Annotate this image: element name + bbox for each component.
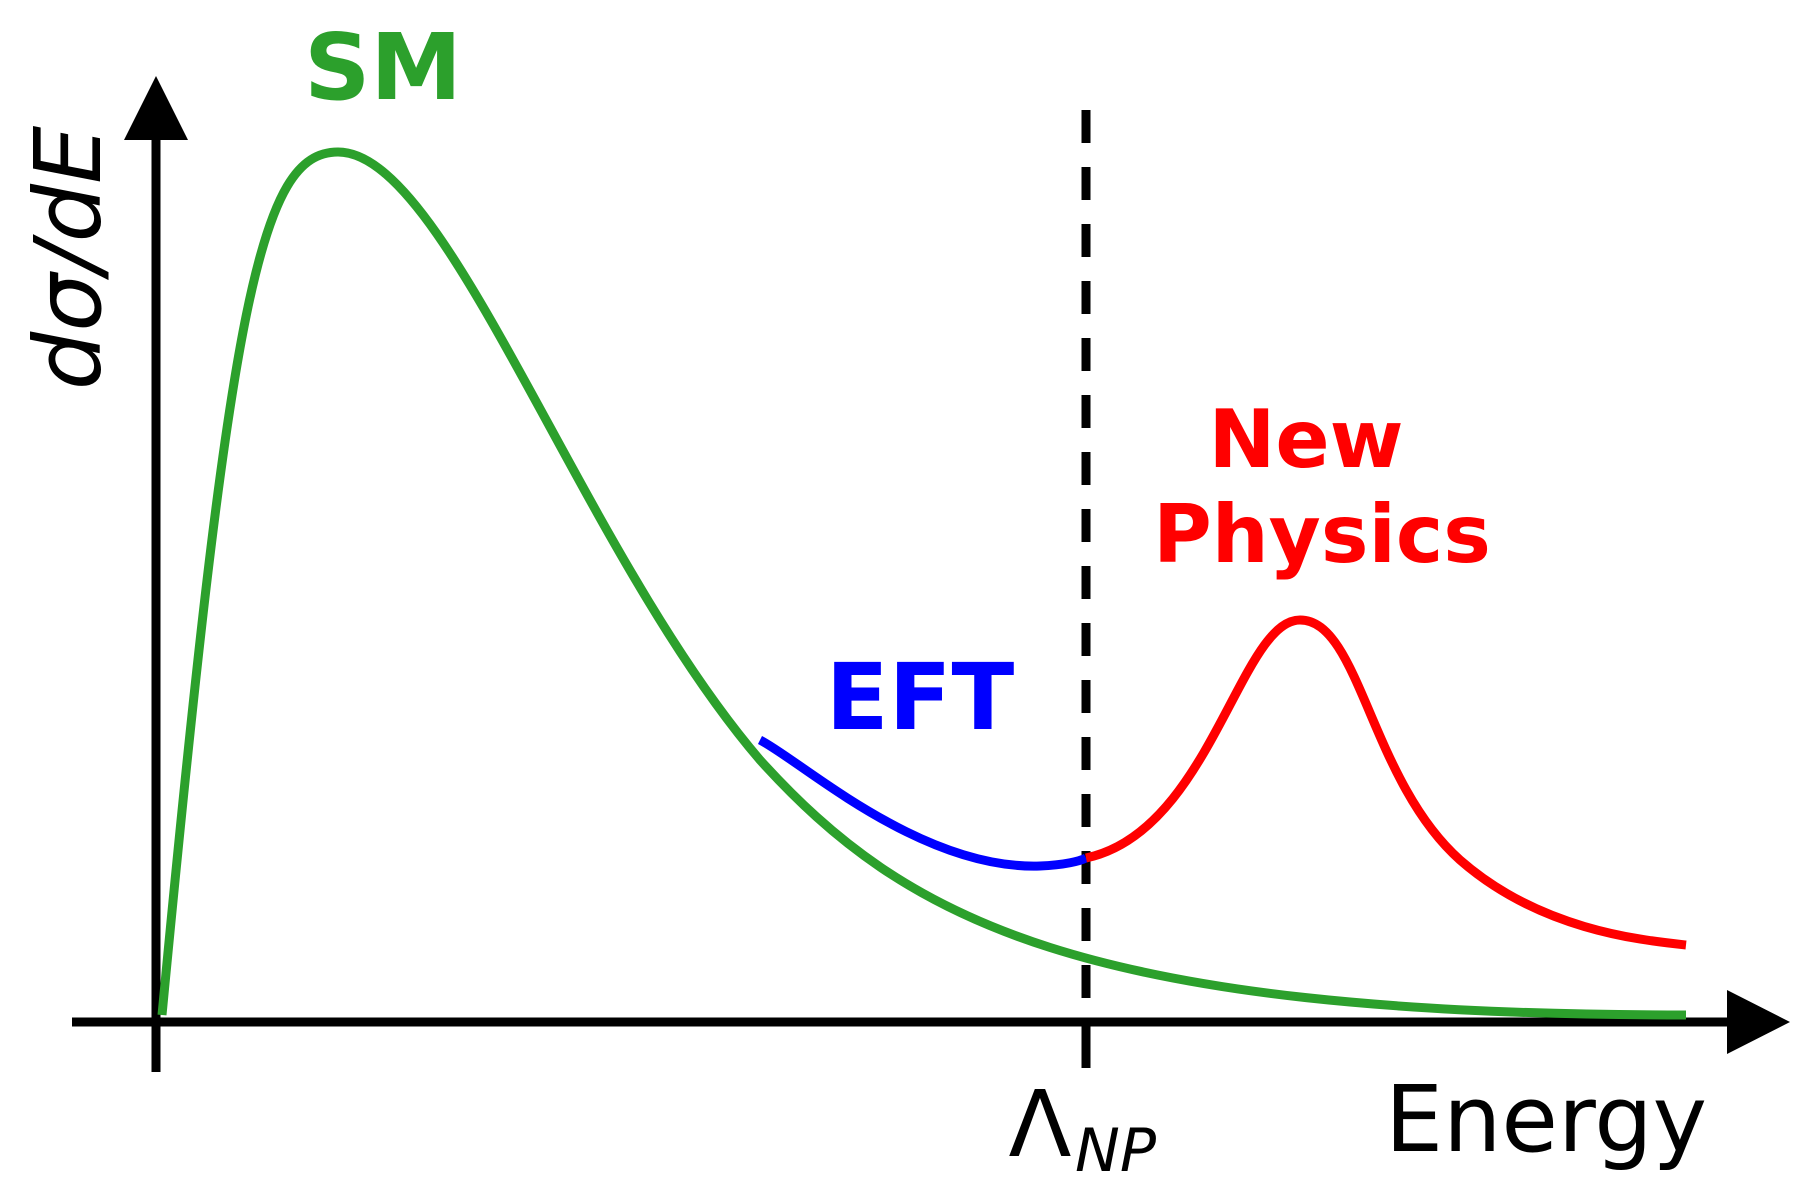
y-axis-arrowhead [124,76,188,140]
new-physics-label-line1: New [1208,393,1403,486]
eft-label: EFT [826,644,1015,751]
new-physics-label-line2: Physics [1153,488,1491,581]
new-physics-curve [1085,615,1687,950]
y-axis-label: dσ/dE [15,126,122,390]
threshold-label: Λ NP [1009,1071,1157,1186]
threshold-subscript: NP [1075,1116,1157,1186]
axes [72,76,1790,1072]
sm-curve [157,147,1687,1020]
sm-label: SM [304,14,462,121]
eft-curve [757,735,1089,871]
threshold-lambda: Λ [1009,1071,1072,1178]
x-axis-label: Energy [1385,1066,1707,1173]
x-axis-arrowhead [1727,990,1790,1054]
